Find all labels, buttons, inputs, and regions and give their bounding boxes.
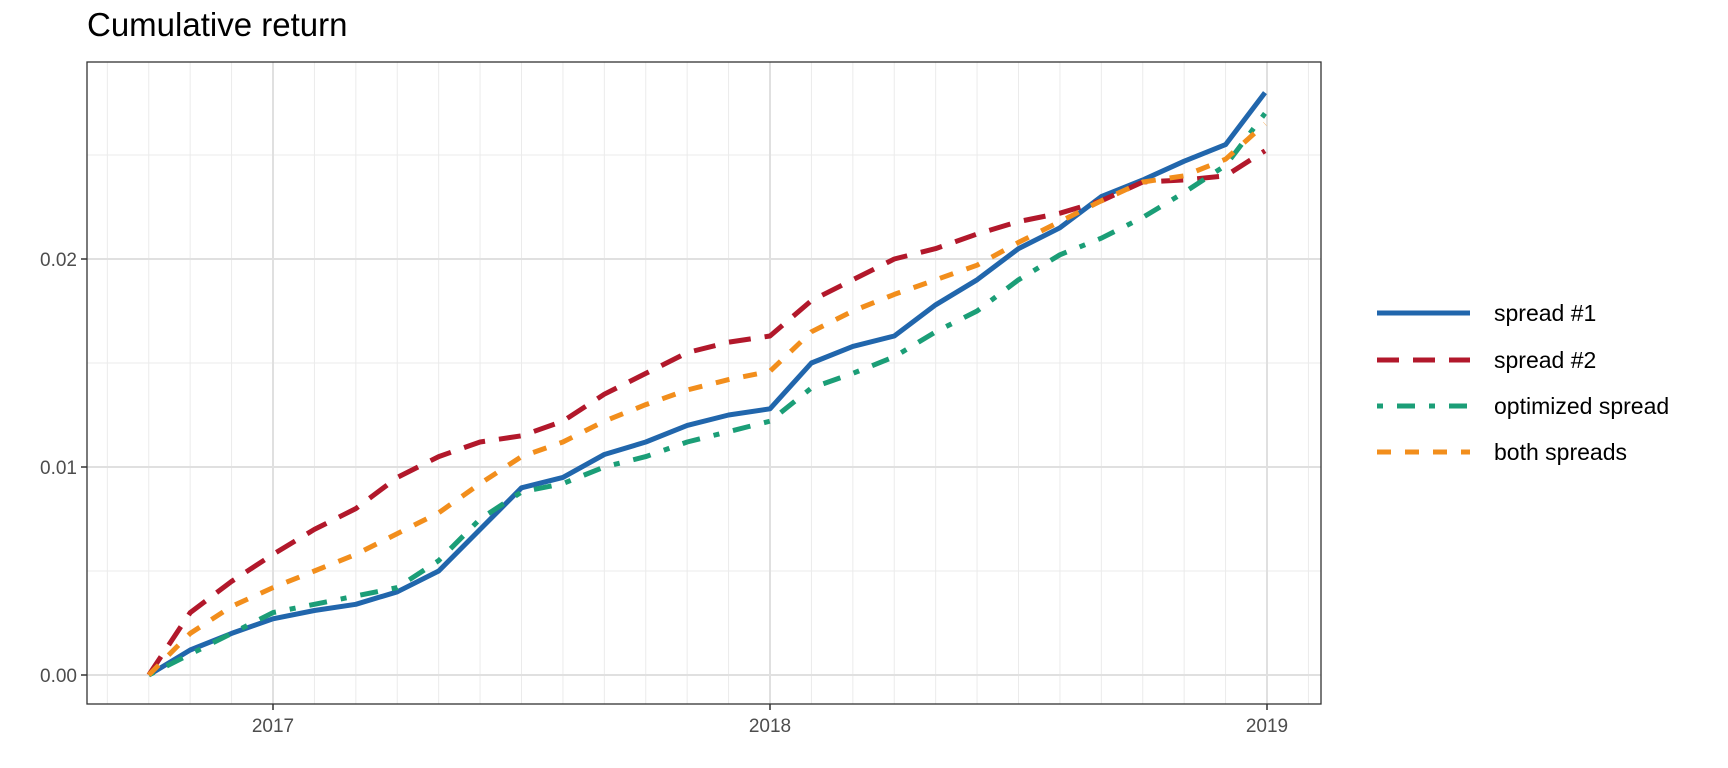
chart-title: Cumulative return bbox=[87, 6, 348, 43]
series-line bbox=[146, 148, 1267, 677]
series-lines bbox=[146, 91, 1267, 678]
y-axis: 0.00 0.01 0.02 bbox=[40, 250, 87, 687]
legend-label: spread #1 bbox=[1494, 300, 1596, 326]
y-tick-label: 0.01 bbox=[40, 458, 77, 479]
legend-label: spread #2 bbox=[1494, 347, 1596, 373]
legend-label: optimized spread bbox=[1494, 393, 1669, 419]
x-tick-label: 2019 bbox=[1246, 716, 1288, 737]
plot-panel bbox=[87, 62, 1321, 704]
legend: spread #1 spread #2 optimized spread both s… bbox=[1377, 300, 1669, 465]
x-tick-label: 2018 bbox=[749, 716, 791, 737]
x-tick-label: 2017 bbox=[252, 716, 294, 737]
y-tick-label: 0.00 bbox=[40, 666, 77, 687]
plot-border bbox=[86, 61, 1322, 705]
x-axis: 2017 2018 2019 bbox=[252, 704, 1288, 737]
y-tick-label: 0.02 bbox=[40, 250, 77, 271]
series-line bbox=[147, 91, 1267, 678]
legend-label: both spreads bbox=[1494, 439, 1627, 465]
gridlines bbox=[87, 62, 1321, 704]
series-line bbox=[147, 111, 1267, 678]
